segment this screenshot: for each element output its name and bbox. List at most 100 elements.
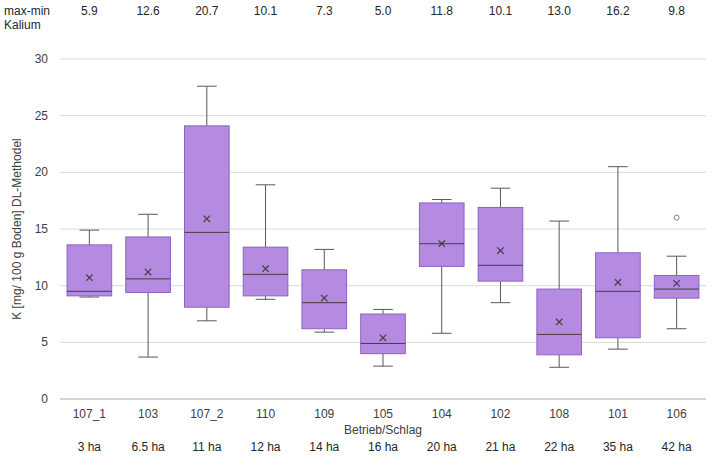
mean-marker <box>439 241 445 247</box>
y-tick-label: 20 <box>35 165 49 179</box>
box-group <box>654 215 699 329</box>
min-cap <box>549 367 569 368</box>
mean-marker <box>497 247 503 253</box>
lower-whisker <box>324 329 325 332</box>
area-label: 3 ha <box>78 440 102 454</box>
area-label: 42 ha <box>662 440 692 454</box>
box <box>243 247 288 296</box>
box <box>478 207 523 281</box>
box <box>537 289 582 355</box>
lower-whisker <box>500 281 501 303</box>
area-label: 22 ha <box>544 440 574 454</box>
max-min-label: 10.1 <box>489 4 513 18</box>
median-line <box>478 265 523 266</box>
box <box>67 245 112 296</box>
max-min-label: 11.8 <box>430 4 453 18</box>
plot-area <box>67 86 699 367</box>
grid-line <box>60 115 706 116</box>
box-group <box>361 309 406 366</box>
x-tick-label: 107_2 <box>190 407 224 421</box>
upper-whisker <box>89 230 90 245</box>
max-min-label: 16.2 <box>606 4 630 18</box>
upper-whisker <box>559 221 560 289</box>
box-group <box>537 221 582 367</box>
max-min-label: 20.7 <box>195 4 219 18</box>
area-label: 20 ha <box>427 440 457 454</box>
outlier <box>674 215 679 220</box>
mean-marker <box>556 319 562 325</box>
lower-whisker <box>148 292 149 357</box>
grid-line <box>60 399 706 400</box>
x-tick-label: 107_1 <box>73 407 107 421</box>
max-min-label: 7.3 <box>316 4 333 18</box>
y-axis-label: K [mg/ 100 g Boden] DL-Methodel <box>10 138 24 319</box>
y-tick-label: 30 <box>35 52 49 66</box>
x-tick-label: 102 <box>490 407 510 421</box>
median-line <box>654 289 699 290</box>
x-tick-label: 108 <box>549 407 569 421</box>
min-cap <box>197 320 217 321</box>
box <box>419 203 464 266</box>
median-line <box>596 291 641 292</box>
median-line <box>361 343 406 344</box>
lower-whisker <box>676 298 677 329</box>
x-tick-label: 104 <box>432 407 452 421</box>
area-label: 11 ha <box>192 440 221 454</box>
box <box>126 237 171 293</box>
upper-whisker <box>383 309 384 314</box>
min-cap <box>80 297 100 298</box>
max-min-label: 10.1 <box>254 4 278 18</box>
x-axis-label: Betrieb/Schlag <box>344 423 422 437</box>
max-min-label: 5.0 <box>375 4 392 18</box>
area-label: 6.5 ha <box>131 440 165 454</box>
y-tick-label: 15 <box>35 222 49 236</box>
mean-marker <box>262 265 268 271</box>
upper-whisker <box>676 256 677 275</box>
mean-marker <box>204 216 210 222</box>
y-tick-label: 10 <box>35 279 49 293</box>
box <box>361 314 406 354</box>
box-group <box>67 230 112 297</box>
max-min-label: 13.0 <box>548 4 572 18</box>
grid-line <box>60 59 706 60</box>
box <box>654 275 699 298</box>
x-tick-label: 103 <box>138 407 158 421</box>
y-tick-label: 5 <box>41 335 48 349</box>
lower-whisker <box>441 266 442 333</box>
max-cap <box>197 86 217 87</box>
max-cap <box>549 221 569 222</box>
grid-line <box>60 229 706 230</box>
annotation-title: Kalium <box>4 18 41 32</box>
lower-whisker <box>265 296 266 299</box>
x-axis-line <box>60 399 706 400</box>
min-cap <box>432 333 452 334</box>
min-cap <box>256 299 276 300</box>
median-line <box>537 334 582 335</box>
annotation-title: max-min <box>4 4 50 18</box>
max-cap <box>314 249 334 250</box>
mean-marker <box>86 275 92 281</box>
upper-whisker <box>206 86 207 126</box>
min-cap <box>373 366 393 367</box>
median-line <box>67 291 112 292</box>
box <box>302 270 347 329</box>
max-cap <box>608 166 628 167</box>
min-cap <box>667 328 687 329</box>
upper-whisker <box>500 188 501 207</box>
max-min-label: 9.8 <box>668 4 685 18</box>
lower-whisker <box>617 338 618 349</box>
y-tick-label: 25 <box>35 109 49 123</box>
area-label: 12 ha <box>251 440 281 454</box>
max-min-label: 12.6 <box>136 4 160 18</box>
x-tick-label: 101 <box>608 407 628 421</box>
x-tick-label: 109 <box>314 407 334 421</box>
max-cap <box>667 256 687 257</box>
upper-whisker <box>324 249 325 269</box>
min-cap <box>491 302 511 303</box>
area-label: 35 ha <box>603 440 633 454</box>
box-group <box>478 188 523 302</box>
min-cap <box>314 332 334 333</box>
area-label: 16 ha <box>368 440 398 454</box>
grid-line <box>60 172 706 173</box>
max-min-label: 5.9 <box>81 4 98 18</box>
